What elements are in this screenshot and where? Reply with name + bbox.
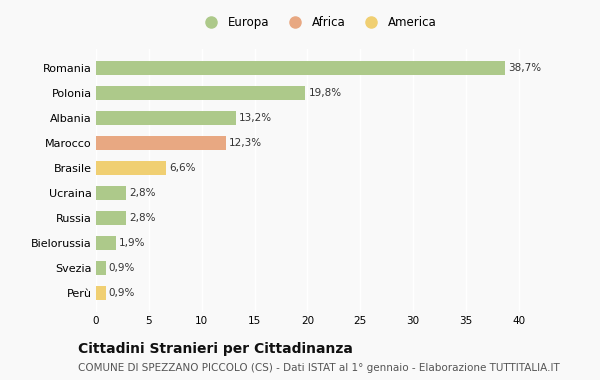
- Text: 2,8%: 2,8%: [129, 213, 155, 223]
- Text: 12,3%: 12,3%: [229, 138, 262, 148]
- Text: 19,8%: 19,8%: [308, 88, 341, 98]
- Bar: [96, 161, 166, 175]
- Text: 13,2%: 13,2%: [239, 113, 272, 123]
- Text: 2,8%: 2,8%: [129, 188, 155, 198]
- Bar: [96, 111, 236, 125]
- Text: 6,6%: 6,6%: [169, 163, 196, 173]
- Text: 38,7%: 38,7%: [508, 63, 541, 73]
- Legend: Europa, Africa, America: Europa, Africa, America: [199, 16, 437, 29]
- Text: 0,9%: 0,9%: [109, 288, 135, 298]
- Bar: [96, 261, 106, 275]
- Bar: [96, 211, 125, 225]
- Bar: [96, 61, 505, 75]
- Bar: [96, 136, 226, 150]
- Bar: [96, 186, 125, 200]
- Bar: [96, 286, 106, 300]
- Text: 1,9%: 1,9%: [119, 238, 146, 248]
- Text: COMUNE DI SPEZZANO PICCOLO (CS) - Dati ISTAT al 1° gennaio - Elaborazione TUTTIT: COMUNE DI SPEZZANO PICCOLO (CS) - Dati I…: [78, 363, 560, 373]
- Text: Cittadini Stranieri per Cittadinanza: Cittadini Stranieri per Cittadinanza: [78, 342, 353, 356]
- Bar: [96, 86, 305, 100]
- Text: 0,9%: 0,9%: [109, 263, 135, 273]
- Bar: [96, 236, 116, 250]
